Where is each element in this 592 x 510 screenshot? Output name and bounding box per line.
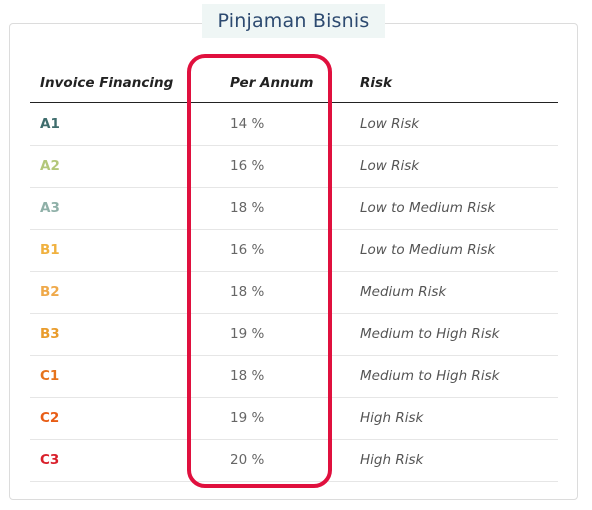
grade-cell: B1 (40, 242, 60, 258)
risk-cell: Low Risk (360, 158, 420, 174)
rate-cell: 19 % (230, 326, 265, 342)
grade-cell: C1 (40, 368, 60, 384)
rate-cell: 19 % (230, 410, 265, 426)
rate-cell: 18 % (230, 368, 265, 384)
grade-cell: A2 (40, 158, 60, 174)
table-row: B3 19 % Medium to High Risk (30, 313, 558, 356)
rate-cell: 16 % (230, 242, 265, 258)
table-row: A1 14 % Low Risk (30, 103, 558, 146)
grade-cell: A1 (40, 116, 60, 132)
grade-cell: A3 (40, 200, 60, 216)
grade-cell: C3 (40, 452, 60, 468)
rate-cell: 16 % (230, 158, 265, 174)
table-row: A3 18 % Low to Medium Risk (30, 187, 558, 230)
section-title: Pinjaman Bisnis (202, 4, 385, 38)
table-header: Invoice Financing Per Annum Risk (30, 64, 558, 103)
header-invoice-financing: Invoice Financing (40, 75, 174, 91)
risk-cell: Low to Medium Risk (360, 242, 496, 258)
header-per-annum: Per Annum (230, 75, 314, 91)
grade-cell: B3 (40, 326, 60, 342)
rate-cell: 14 % (230, 116, 265, 132)
table-row: B2 18 % Medium Risk (30, 271, 558, 314)
header-risk: Risk (360, 75, 393, 91)
table-row: C3 20 % High Risk (30, 439, 558, 482)
rate-cell: 20 % (230, 452, 265, 468)
risk-cell: High Risk (360, 410, 424, 426)
grade-cell: B2 (40, 284, 60, 300)
table-row: C2 19 % High Risk (30, 397, 558, 440)
grade-cell: C2 (40, 410, 60, 426)
risk-cell: Medium to High Risk (360, 326, 500, 342)
rate-cell: 18 % (230, 200, 265, 216)
risk-cell: Medium to High Risk (360, 368, 500, 384)
risk-cell: Low to Medium Risk (360, 200, 496, 216)
table-row: A2 16 % Low Risk (30, 145, 558, 188)
risk-cell: Low Risk (360, 116, 420, 132)
table-row: B1 16 % Low to Medium Risk (30, 229, 558, 272)
risk-cell: High Risk (360, 452, 424, 468)
rate-cell: 18 % (230, 284, 265, 300)
risk-cell: Medium Risk (360, 284, 447, 300)
table-row: C1 18 % Medium to High Risk (30, 355, 558, 398)
